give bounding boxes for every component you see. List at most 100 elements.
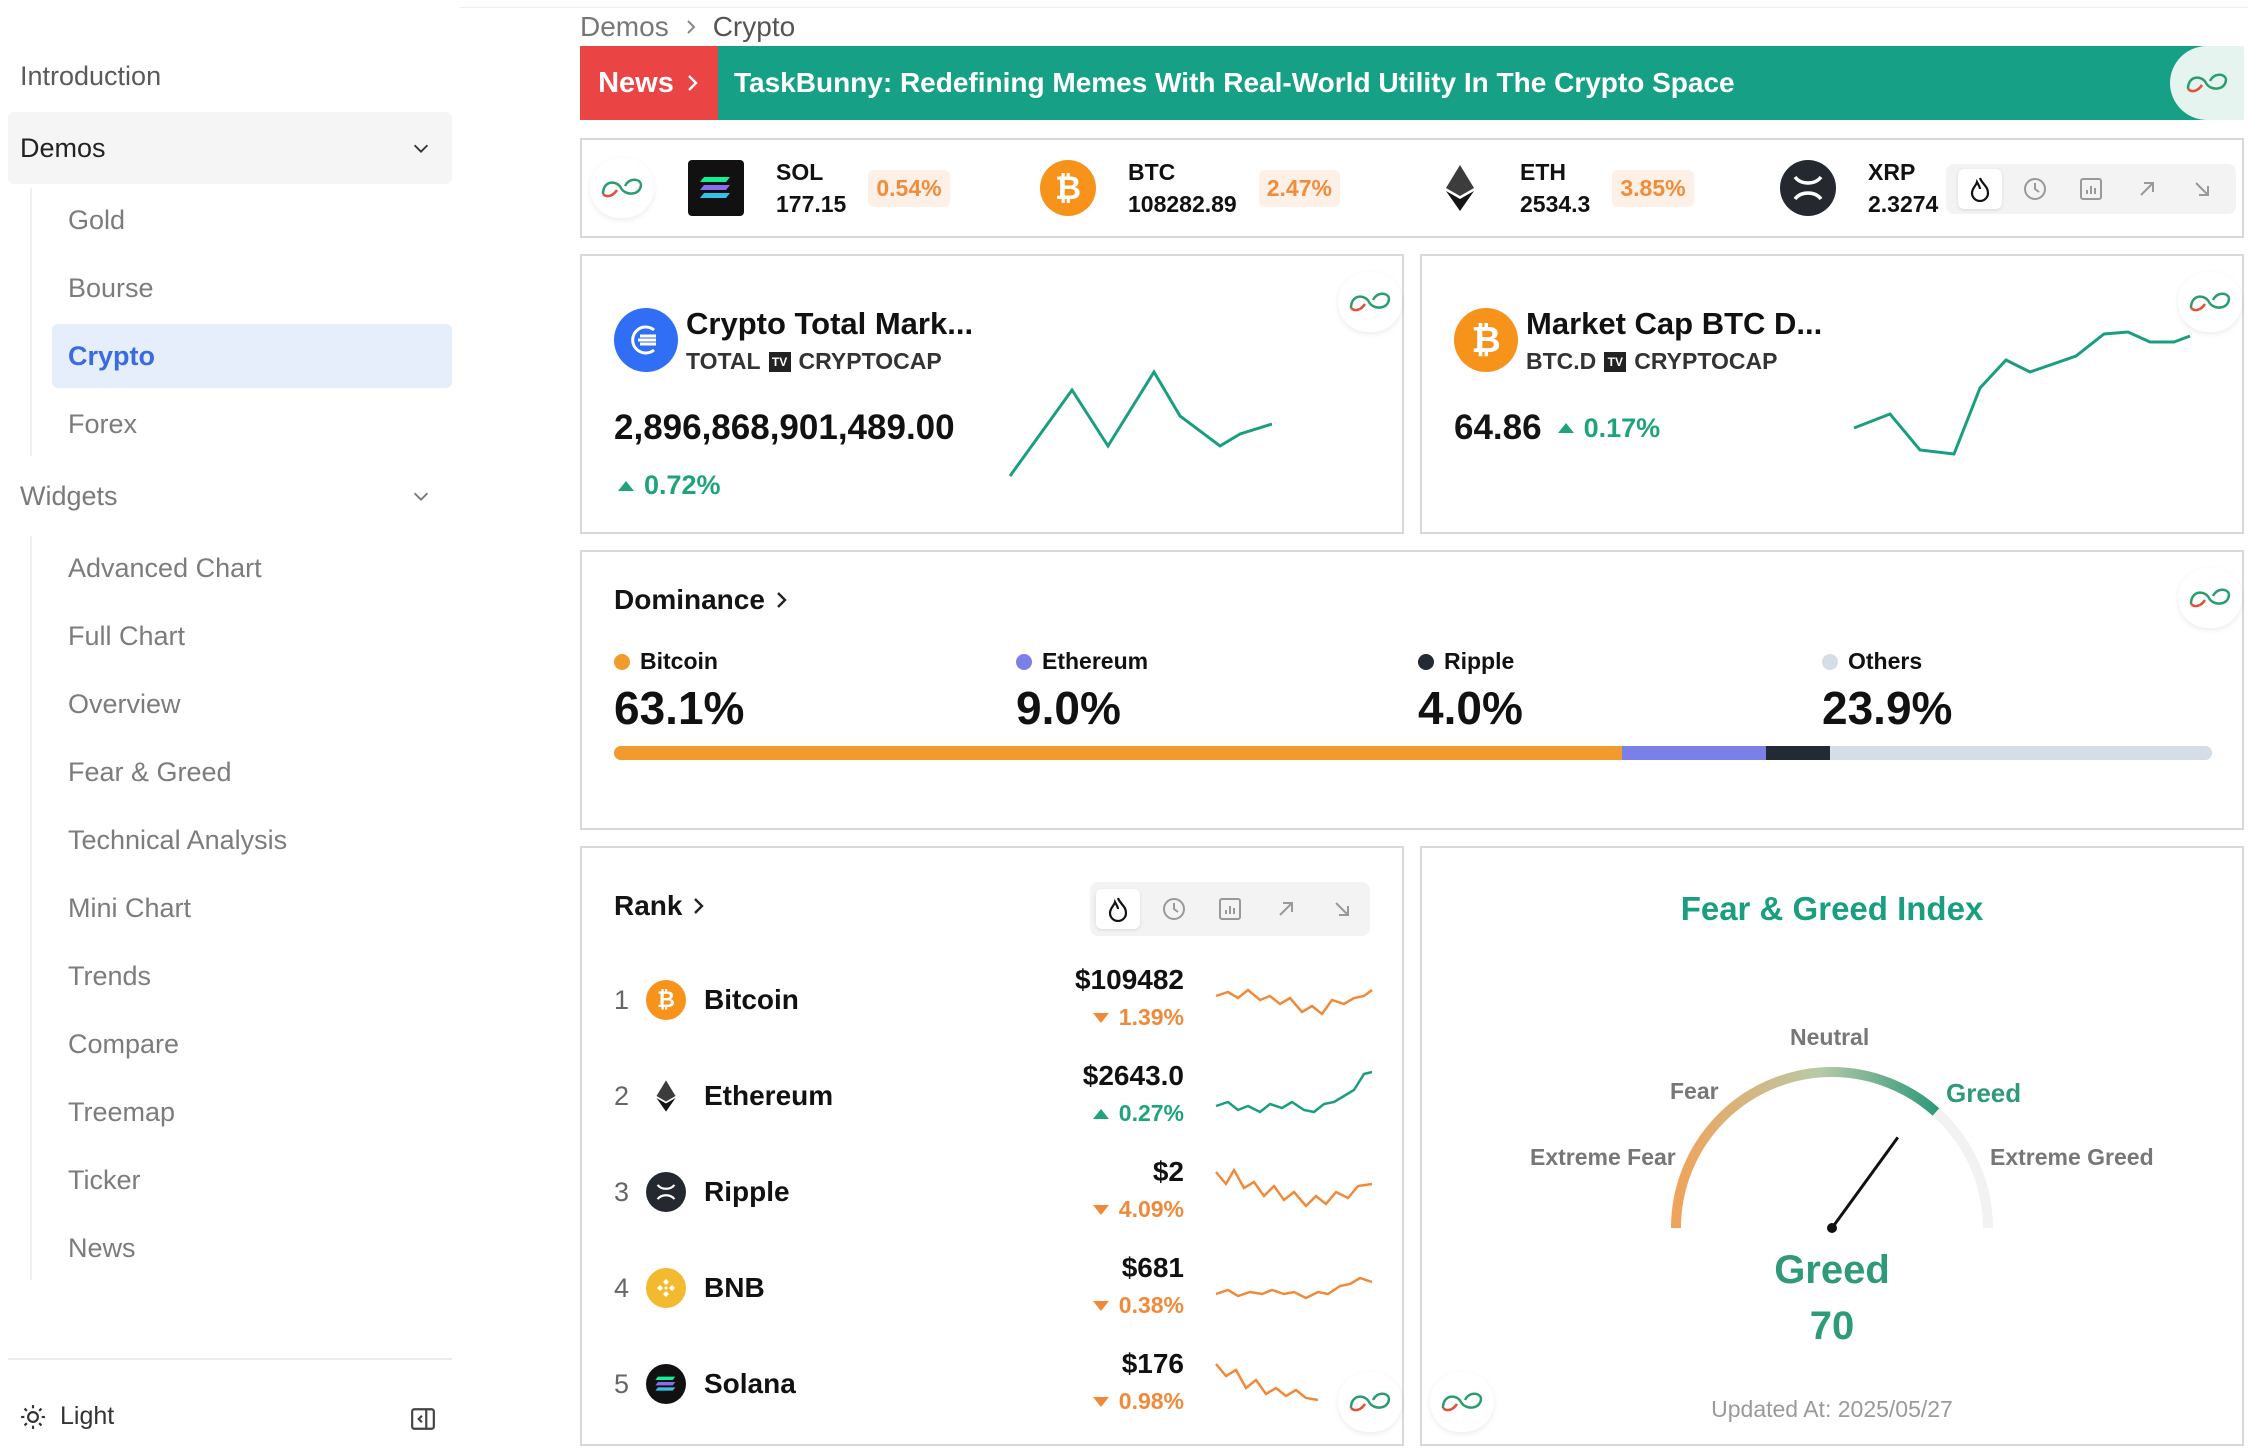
triangle-down-icon — [1092, 1012, 1109, 1023]
rank-title: Rank — [614, 890, 683, 921]
widget-logo[interactable] — [2170, 46, 2244, 120]
solana-icon — [646, 1364, 686, 1404]
sidebar-collapse-icon[interactable] — [410, 1406, 436, 1432]
dominance-label: Ethereum — [1042, 648, 1149, 674]
theme-label: Light — [60, 1402, 115, 1430]
sidebar-item-fear-greed[interactable]: Fear & Greed — [52, 740, 452, 804]
rank-change-value: 1.39% — [1118, 1004, 1184, 1030]
rank-row[interactable]: 3 Ripple $2 4.09% — [614, 1144, 1374, 1240]
rank-row[interactable]: 1 ₿ Bitcoin $109482 1.39% — [614, 952, 1374, 1048]
gauge-label-extreme-fear: Extreme Fear — [1530, 1144, 1676, 1170]
rank-change: 1.39% — [1092, 1004, 1184, 1031]
market-value: 2,896,868,901,489.00 — [614, 408, 955, 447]
recent-filter-button[interactable] — [2013, 169, 2057, 209]
rank-price: $2 — [1152, 1156, 1184, 1187]
arrow-down-right-icon — [2195, 182, 2210, 196]
tradingview-icon: TV — [768, 351, 791, 372]
ticker-item-eth[interactable]: ETH 2534.3 3.85% — [1432, 140, 1694, 236]
recent-filter-button[interactable] — [1152, 889, 1196, 929]
rank-price: $109482 — [1074, 964, 1184, 995]
fear-greed-card: Fear & Greed Index Neutral Fear Greed Ex… — [1420, 846, 2244, 1446]
rank-sparkline — [1215, 1167, 1373, 1208]
breadcrumb-parent[interactable]: Demos — [580, 11, 669, 42]
sidebar-item-gold[interactable]: Gold — [52, 188, 452, 252]
sidebar-item-treemap[interactable]: Treemap — [52, 1080, 452, 1144]
arrow-up-right-icon — [2139, 182, 2154, 196]
dominance-title-link[interactable]: Dominance — [614, 584, 789, 616]
losers-filter-button[interactable] — [2180, 169, 2224, 209]
market-card-btcd[interactable]: ₿ Market Cap BTC D... BTC.D TV CRYPTOCAP… — [1420, 254, 2244, 534]
rank-title-link[interactable]: Rank — [614, 890, 706, 922]
trending-filter-button[interactable] — [1957, 169, 2002, 209]
sidebar-item-advanced-chart[interactable]: Advanced Chart — [52, 536, 452, 600]
ticker-item-sol[interactable]: SOL 177.15 0.54% — [688, 140, 950, 236]
rank-number: 5 — [614, 1369, 630, 1399]
widget-logo[interactable] — [590, 158, 654, 218]
sidebar-item-label: Introduction — [20, 60, 162, 91]
infinity-logo-icon — [1349, 292, 1391, 312]
rank-filter-toolbar — [1090, 882, 1370, 936]
sidebar-item-mini-chart[interactable]: Mini Chart — [52, 876, 452, 940]
losers-filter-button[interactable] — [1320, 889, 1364, 929]
news-headline[interactable]: TaskBunny: Redefining Memes With Real-Wo… — [734, 67, 1735, 98]
dominance-item-ethereum: Ethereum 9.0% — [1016, 648, 1148, 735]
volume-filter-button[interactable] — [1208, 889, 1252, 929]
widget-logo[interactable] — [2178, 568, 2242, 628]
sidebar-item-overview[interactable]: Overview — [52, 672, 452, 736]
sidebar-group-label: Demos — [20, 132, 106, 163]
sidebar-group-widgets[interactable]: Widgets — [8, 460, 452, 532]
sidebar-item-technical-analysis[interactable]: Technical Analysis — [52, 808, 452, 872]
sidebar-item-introduction[interactable]: Introduction — [0, 40, 460, 112]
widget-logo[interactable] — [1338, 1372, 1402, 1432]
sidebar-nav: Introduction Demos Gold Bourse Crypto Fo… — [0, 40, 460, 1284]
sidebar-item-label: News — [68, 1232, 136, 1263]
ticker-item-xrp[interactable]: XRP 2.3274 — [1780, 140, 1938, 236]
gainers-filter-button[interactable] — [1264, 889, 1308, 929]
flame-icon — [1970, 177, 1989, 202]
rank-row[interactable]: 2 Ethereum $2643.0 0.27% — [614, 1048, 1374, 1144]
sidebar-item-bourse[interactable]: Bourse — [52, 256, 452, 320]
sidebar-item-label: Mini Chart — [68, 892, 192, 923]
rank-row[interactable]: 4 BNB $681 0.38% — [614, 1240, 1374, 1336]
dominance-label: Others — [1848, 648, 1923, 674]
triangle-up-icon — [1092, 1108, 1109, 1119]
sidebar-item-compare[interactable]: Compare — [52, 1012, 452, 1076]
fear-greed-state: Greed — [1774, 1248, 1890, 1292]
rank-sparkline — [1215, 988, 1373, 1016]
market-card-total[interactable]: Crypto Total Mark... TOTAL TV CRYPTOCAP … — [580, 254, 1404, 534]
rank-change-value: 4.09% — [1118, 1196, 1184, 1222]
gainers-filter-button[interactable] — [2125, 169, 2169, 209]
sidebar-item-ticker[interactable]: Ticker — [52, 1148, 452, 1212]
market-value-row: 64.86 0.17% — [1454, 408, 1660, 448]
ticker-change: 3.85% — [1612, 169, 1694, 207]
news-banner[interactable]: News TaskBunny: Redefining Memes With Re… — [580, 46, 2244, 120]
rank-number: 1 — [614, 985, 630, 1015]
tradingview-icon: TV — [1604, 351, 1627, 372]
sidebar-item-news[interactable]: News — [52, 1216, 452, 1280]
ticker-price: 2534.3 — [1520, 191, 1591, 217]
news-tag[interactable]: News — [580, 46, 718, 120]
sidebar-item-trends[interactable]: Trends — [52, 944, 452, 1008]
dominance-segment-others — [1830, 746, 2212, 760]
bitcoin-icon: ₿ — [1040, 160, 1096, 216]
rank-row[interactable]: 5 Solana $176 0.98% — [614, 1336, 1374, 1432]
theme-toggle[interactable]: Light — [20, 1402, 114, 1431]
volume-filter-button[interactable] — [2069, 169, 2113, 209]
trending-filter-button[interactable] — [1096, 889, 1140, 929]
sidebar-item-forex[interactable]: Forex — [52, 392, 452, 456]
ticker-symbol: XRP — [1868, 159, 1916, 185]
rank-coin-name: Ripple — [704, 1176, 790, 1207]
market-sparkline — [1853, 330, 2191, 456]
widget-logo[interactable] — [1338, 272, 1402, 332]
sidebar-item-full-chart[interactable]: Full Chart — [52, 604, 452, 668]
widget-logo[interactable] — [2178, 272, 2242, 332]
sidebar-item-label: Overview — [68, 688, 181, 719]
widget-logo[interactable] — [1430, 1372, 1494, 1432]
ticker-item-btc[interactable]: ₿ BTC 108282.89 2.47% — [1040, 140, 1340, 236]
ticker-symbol: ETH — [1520, 159, 1566, 185]
rank-change: 0.98% — [1092, 1388, 1184, 1415]
sidebar-item-crypto[interactable]: Crypto — [52, 324, 452, 388]
xrp-icon — [646, 1172, 686, 1212]
rank-sparkline — [1215, 1276, 1373, 1300]
sidebar-group-demos[interactable]: Demos — [8, 112, 452, 184]
